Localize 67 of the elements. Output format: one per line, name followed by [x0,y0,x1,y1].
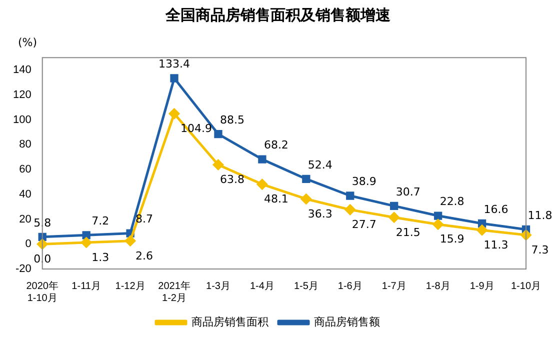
chart-title: 全国商品房销售面积及销售额增速 [164,6,392,25]
x-tick-label: 1-11月 [72,280,101,292]
data-label: 2.6 [136,249,154,262]
point [169,108,180,119]
data-label: 68.2 [264,138,288,152]
data-label: 30.7 [396,185,420,198]
y-tick-label: 140 [12,64,32,76]
y-tick-label: 20 [19,213,32,226]
data-label: 52.4 [308,158,332,172]
y-tick-label: 40 [19,188,32,200]
y-axis-title: (%) [18,36,38,49]
data-label: 21.5 [396,226,420,239]
data-label: 0.0 [34,252,52,266]
data-label: 11.3 [484,238,508,252]
data-label: 5.8 [34,216,52,230]
data-label: 7.3 [531,243,549,256]
point [390,202,398,210]
x-tick-label: 1-5月 [294,280,318,292]
data-label: 36.3 [308,207,332,220]
x-tick-label: 1-12月 [115,280,146,292]
data-label: 22.8 [440,195,464,208]
point [170,74,178,82]
point [82,231,90,240]
legend-label: 商品房销售面积 [192,316,268,329]
point [214,130,222,138]
point [520,230,532,240]
point [476,224,488,236]
point [302,174,310,184]
point [258,155,266,164]
data-label: 15.9 [440,232,464,246]
point [37,238,48,250]
point [346,192,354,200]
point [344,204,356,215]
y-tick-label: 60 [19,164,32,176]
x-tick-label: 1-4月 [250,280,274,292]
legend-label: 商品房销售额 [314,316,380,329]
x-tick-label: 1-7月 [382,280,406,292]
y-tick-label: 100 [12,114,32,126]
data-label: 11.8 [528,208,552,222]
data-label: 1.3 [92,250,110,264]
y-tick-label: -20 [15,263,32,276]
data-label: 63.8 [220,173,244,186]
data-label: 7.2 [92,214,110,228]
x-tick-label: 1-6月 [338,280,362,292]
x-tick-label: 1-3月 [206,280,230,292]
point [388,212,400,223]
y-tick-label: 0 [25,238,32,250]
x-tick-label: 2021年 1-2月 [158,280,190,304]
point [125,236,136,246]
x-tick-label: 1-10月 [510,280,542,292]
data-label: 27.7 [352,218,376,232]
x-tick-label: 2020年 1-10月 [26,280,58,304]
data-label: 16.6 [484,202,508,216]
point [300,194,312,204]
point [256,179,268,190]
point [81,237,92,248]
point [434,212,442,220]
y-tick-label: 80 [19,138,32,151]
data-label: 48.1 [264,192,288,206]
point [432,219,444,230]
x-tick-label: 1-8月 [426,280,450,292]
y-tick-label: 120 [12,88,32,101]
point [212,160,224,170]
x-tick-label: 1-9月 [470,280,494,292]
data-label: 133.4 [158,58,190,71]
data-label: 88.5 [220,113,244,126]
data-label: 38.9 [352,175,376,188]
